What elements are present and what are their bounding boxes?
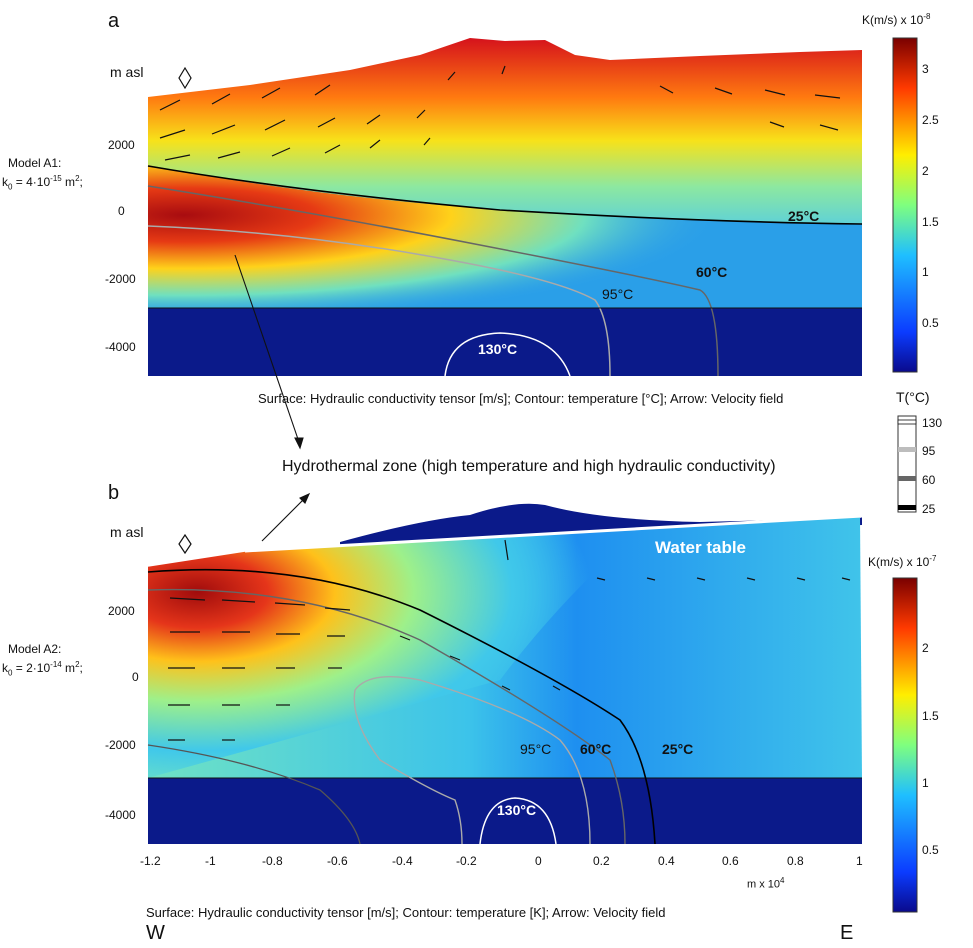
panel-b-cbtick: 0.5 [922, 843, 939, 857]
k0-sub: 0 [8, 668, 13, 678]
colorbar-title-text: K(m/s) x 10 [862, 13, 924, 27]
contour-label-130-b: 130°C [497, 802, 537, 818]
panel-b-xtick: -0.8 [262, 854, 283, 868]
k0-exponent: -15 [50, 174, 62, 183]
water-table-label: Water table [655, 538, 747, 557]
panel-a-cbtick: 2 [922, 164, 929, 178]
panel-a-colorbar-title: K(m/s) x 10-8 [862, 12, 930, 27]
panel-b-xtick: -1 [205, 854, 216, 868]
panel-b-colorbar-title: K(m/s) x 10-7 [868, 554, 936, 569]
contour-label-95-b: 95°C [520, 741, 552, 757]
panel-a-cbtick: 1 [922, 265, 929, 279]
k0-value: = 4·10 [12, 175, 51, 189]
temperature-legend-title: T(°C) [896, 389, 930, 405]
panel-b-ytick: 2000 [108, 604, 135, 618]
panel-a-ytick: -2000 [105, 272, 136, 286]
panel-a-ytick: -4000 [105, 340, 136, 354]
xunit-exp: 4 [780, 876, 785, 885]
panel-b-ytick: -2000 [105, 738, 136, 752]
colorbar-title-exp: -7 [929, 554, 937, 563]
diamond-marker-b [178, 533, 192, 555]
panel-b-xtick: 1 [856, 854, 863, 868]
east-label: E [840, 922, 854, 944]
panel-b-xtick: 0.8 [787, 854, 804, 868]
contour-label-25-b: 25°C [662, 741, 694, 757]
contour-label-130-a: 130°C [478, 341, 518, 357]
k0-symbol: k [2, 661, 8, 675]
panel-b-xunit: m x 104 [747, 876, 784, 891]
contour-label-60-b: 60°C [580, 741, 612, 757]
contour-label-25-a: 25°C [788, 208, 820, 224]
panel-b-model: Model A2: [8, 642, 62, 656]
k0-symbol: k [2, 175, 8, 189]
panel-b-cbtick: 2 [922, 641, 929, 655]
panel-b-xtick: -0.2 [456, 854, 477, 868]
panel-b-xtick: 0.2 [593, 854, 610, 868]
panel-b-letter: b [108, 482, 120, 504]
panel-b-axis-unit: m asl [110, 524, 144, 540]
k0-unit: m [61, 661, 76, 675]
k0-end: ; [79, 175, 83, 189]
panel-a-colorbar [892, 37, 918, 373]
colorbar-title-exp: -8 [923, 12, 931, 21]
temperature-legend-swatches [897, 415, 917, 513]
temperature-legend-entry: 95 [922, 444, 936, 458]
panel-b-xtick: -0.6 [327, 854, 348, 868]
temperature-legend-entry: 25 [922, 502, 936, 516]
temperature-legend-entry: 60 [922, 473, 936, 487]
panel-a-k0: k0 = 4·10-15 m2; [2, 174, 83, 191]
panel-b-ytick: -4000 [105, 808, 136, 822]
panel-a-model: Model A1: [8, 156, 62, 170]
k0-unit-exp: 2 [75, 174, 80, 183]
xunit-text: m x 10 [747, 878, 781, 891]
temperature-legend-entry: 130 [922, 416, 943, 430]
panel-a-ytick: 2000 [108, 138, 135, 152]
panel-b-ytick: 0 [132, 670, 139, 684]
panel-b-xtick: -1.2 [140, 854, 161, 868]
panel-b-colorbar [892, 577, 918, 913]
k0-unit: m [61, 175, 76, 189]
panel-b-cbtick: 1 [922, 776, 929, 790]
panel-b-xtick: 0 [535, 854, 542, 868]
diamond-marker-a [178, 66, 192, 90]
panel-a-axis-unit: m asl [110, 64, 144, 80]
panel-a-cbtick: 3 [922, 62, 929, 76]
contour-label-60-a: 60°C [696, 264, 728, 280]
panel-a-cbtick: 2.5 [922, 113, 939, 127]
k0-unit-exp: 2 [75, 660, 80, 669]
panel-b-xtick: -0.4 [392, 854, 413, 868]
panel-b-plot [147, 503, 863, 845]
contour-label-95-a: 95°C [602, 286, 634, 302]
panel-a-caption: Surface: Hydraulic conductivity tensor [… [258, 391, 784, 406]
k0-end: ; [79, 661, 83, 675]
hydrothermal-annotation: Hydrothermal zone (high temperature and … [282, 458, 776, 475]
annotation-arrows [234, 254, 311, 542]
panel-a-plot [147, 38, 863, 377]
panel-b-caption: Surface: Hydraulic conductivity tensor [… [146, 905, 666, 920]
panel-b-cbtick: 1.5 [922, 709, 939, 723]
panel-a-cbtick: 1.5 [922, 215, 939, 229]
k0-sub: 0 [8, 182, 13, 192]
panel-b-xtick: 0.4 [658, 854, 675, 868]
panel-a-cbtick: 0.5 [922, 316, 939, 330]
colorbar-title-text: K(m/s) x 10 [868, 555, 930, 569]
panel-a-letter: a [108, 10, 120, 32]
panel-a-ytick: 0 [118, 204, 125, 218]
k0-value: = 2·10 [12, 661, 51, 675]
k0-exponent: -14 [50, 660, 62, 669]
panel-b-xtick: 0.6 [722, 854, 739, 868]
panel-b-k0: k0 = 2·10-14 m2; [2, 660, 83, 677]
west-label: W [146, 922, 165, 944]
